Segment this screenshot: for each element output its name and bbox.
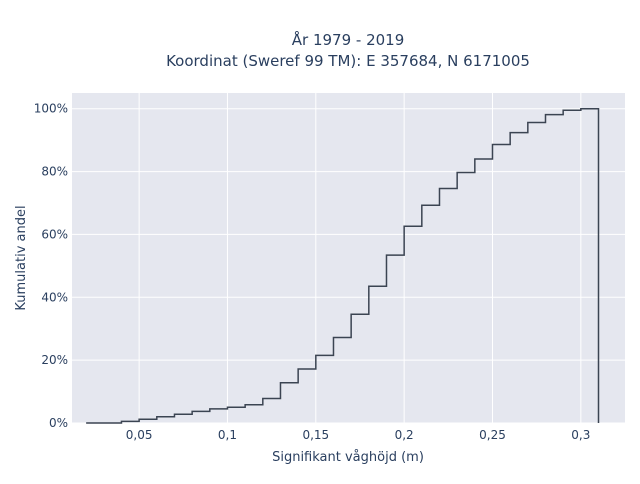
- y-tick-label: 40%: [41, 290, 68, 304]
- y-tick-label: 100%: [34, 102, 68, 116]
- grid-lines: [72, 93, 625, 424]
- chart-title-line-2: Koordinat (Sweref 99 TM): E 357684, N 61…: [166, 52, 530, 70]
- x-tick-label: 0,05: [126, 428, 153, 442]
- y-axis-title: Kumulativ andel: [14, 205, 29, 310]
- y-tick-label: 60%: [41, 227, 68, 241]
- x-tick-label: 0,15: [302, 428, 329, 442]
- plot-area: [72, 93, 625, 423]
- y-tick-label: 0%: [49, 416, 68, 430]
- x-axis-ticks: 0,05 0,1 0,15 0,2 0,25 0,3: [126, 428, 591, 442]
- x-tick-label: 0,1: [218, 428, 237, 442]
- chart-title-line-1: År 1979 - 2019: [292, 30, 405, 49]
- y-tick-label: 20%: [41, 353, 68, 367]
- x-tick-label: 0,2: [395, 428, 414, 442]
- chart-title: År 1979 - 2019 Koordinat (Sweref 99 TM):…: [166, 30, 530, 70]
- x-axis-title: Signifikant våghöjd (m): [272, 450, 424, 465]
- x-tick-label: 0,3: [571, 428, 590, 442]
- x-tick-label: 0,25: [479, 428, 506, 442]
- y-tick-label: 80%: [41, 165, 68, 179]
- cumulative-step-line: [86, 107, 600, 424]
- y-axis-ticks: 0% 20% 40% 60% 80% 100%: [34, 102, 68, 430]
